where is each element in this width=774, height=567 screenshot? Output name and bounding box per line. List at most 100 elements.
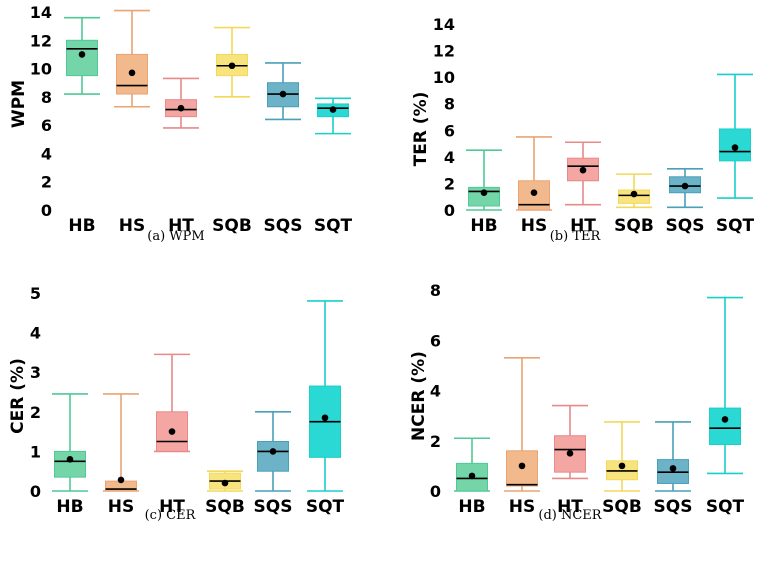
category-label-ht: HT (570, 216, 596, 236)
y-tick-label: 0 (41, 201, 52, 220)
y-tick-label: 6 (444, 121, 455, 140)
category-label-ht: HT (168, 216, 194, 236)
mean-marker (269, 448, 277, 455)
mean-marker (566, 450, 574, 457)
category-label-sqs: SQS (666, 216, 705, 236)
subfigure-caption: (c) CER (145, 508, 197, 523)
box-sqt (315, 97, 351, 135)
mean-marker (669, 465, 677, 472)
box-hs (516, 136, 552, 211)
mean-marker (530, 189, 538, 197)
box-ht (163, 77, 199, 129)
y-tick-label: 2 (430, 432, 441, 451)
box-sqb (604, 421, 640, 492)
y-tick-label: 2 (41, 173, 52, 192)
y-tick-label: 4 (430, 382, 441, 401)
y-tick-label: 2 (444, 174, 455, 193)
iqr-box (257, 441, 289, 472)
mean-marker (321, 414, 329, 422)
iqr-box (66, 39, 98, 77)
category-label-hs: HS (509, 497, 535, 517)
subfigure-caption: (d) NCER (538, 508, 602, 523)
category-label-ht: HT (159, 497, 185, 517)
panel-4: 0 2 4 6 8 NCER (%) HB HS HT SQB SQS SQT (d) NCER (409, 281, 745, 523)
mean-marker (177, 104, 185, 112)
y-tick-label: 14 (433, 15, 455, 34)
mean-marker (630, 190, 638, 198)
y-axis-label: TER (%) (411, 92, 431, 167)
y-axis-label: WPM (9, 80, 29, 128)
category-label-hs: HS (521, 216, 547, 236)
category-label-sqs: SQS (254, 497, 293, 517)
y-tick-label: 0 (444, 201, 455, 220)
panel-2: 0 2 4 6 8 10 12 14 TER (%) HB HS HT SQB SQS SQT (b) TER (411, 15, 755, 244)
iqr-box (54, 450, 86, 478)
box-hs (114, 9, 150, 108)
category-label-sqb: SQB (602, 497, 642, 517)
panel-1: 0 2 4 6 8 10 12 14 WPM HB HS HT SQB SQS SQT (a) WPM (9, 3, 353, 244)
category-label-sqs: SQS (264, 216, 303, 236)
box-hb (52, 393, 88, 492)
y-tick-label: 12 (30, 31, 52, 50)
box-sqt (717, 73, 753, 199)
y-tick-label: 8 (444, 95, 455, 114)
box-hs (504, 357, 540, 492)
y-tick-label: 8 (430, 281, 441, 300)
category-label-hb: HB (68, 216, 95, 236)
category-label-ht: HT (557, 497, 583, 517)
mean-marker (731, 144, 739, 151)
mean-marker (228, 62, 236, 70)
y-tick-label: 10 (433, 68, 455, 87)
panel-3: 0 1 2 3 4 5 CER (%) HB HS HT SQB SQS SQT (c) CER (8, 284, 345, 523)
y-tick-label: 0 (30, 482, 41, 501)
mean-marker (468, 472, 476, 480)
mean-marker (681, 182, 689, 190)
subfigure-caption: (b) TER (550, 229, 602, 244)
box-hs (103, 393, 139, 492)
box-sqb (214, 26, 250, 98)
category-label-sqt: SQT (706, 497, 745, 517)
subfigure-caption: (a) WPM (147, 229, 204, 244)
y-tick-label: 4 (444, 148, 455, 167)
box-hb (64, 16, 100, 95)
y-tick-label: 6 (41, 116, 52, 135)
y-tick-label: 3 (30, 363, 41, 382)
box-ht (154, 353, 190, 453)
category-label-hb: HB (458, 497, 485, 517)
mean-marker (128, 69, 136, 77)
y-tick-label: 0 (430, 482, 441, 501)
mean-marker (329, 106, 337, 113)
y-tick-label: 5 (30, 284, 41, 303)
iqr-box (709, 407, 741, 446)
y-tick-label: 4 (30, 324, 41, 343)
y-tick-label: 6 (430, 331, 441, 350)
box-hb (454, 437, 490, 492)
category-label-sqb: SQB (205, 497, 245, 517)
box-hb (466, 149, 502, 211)
box-sqs (667, 168, 703, 209)
y-tick-label: 1 (30, 442, 41, 461)
box-sqt (707, 296, 743, 475)
category-label-sqb: SQB (212, 216, 252, 236)
mean-marker (168, 428, 176, 435)
category-label-hb: HB (56, 497, 83, 517)
mean-marker (279, 90, 287, 98)
mean-marker (117, 476, 125, 484)
category-label-sqt: SQT (314, 216, 353, 236)
category-label-sqt: SQT (306, 497, 345, 517)
iqr-box (116, 53, 148, 95)
box-ht (552, 404, 588, 480)
y-tick-label: 2 (30, 403, 41, 422)
y-tick-label: 8 (41, 88, 52, 107)
mean-marker (78, 51, 86, 58)
category-label-sqs: SQS (654, 497, 693, 517)
y-axis-label: CER (%) (8, 358, 28, 434)
category-label-sqb: SQB (614, 216, 654, 236)
category-label-sqt: SQT (716, 216, 755, 236)
y-tick-label: 10 (30, 60, 52, 79)
box-sqs (655, 421, 691, 492)
category-label-hs: HS (108, 497, 134, 517)
y-tick-label: 14 (30, 3, 52, 22)
mean-marker (66, 456, 74, 463)
